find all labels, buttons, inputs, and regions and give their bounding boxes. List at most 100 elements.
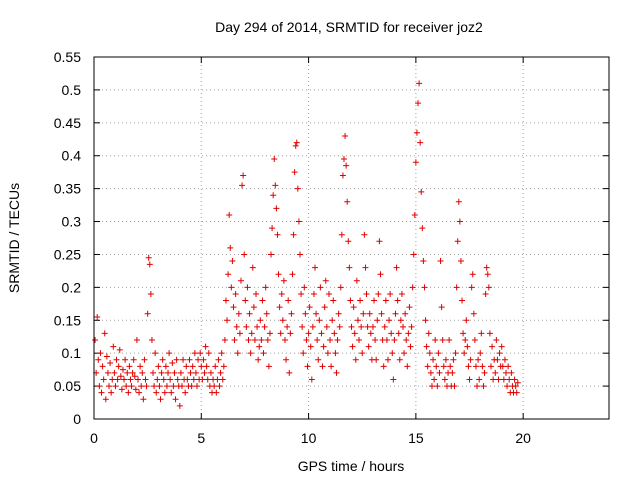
data-point [349,343,356,350]
data-point [167,376,174,383]
data-point [321,304,328,311]
data-point [303,337,310,344]
data-point [398,290,405,297]
data-point [229,258,236,265]
data-point [171,369,178,376]
data-point [160,376,167,383]
data-point [382,297,389,304]
data-point [492,369,499,376]
data-point [172,396,179,403]
data-point [178,383,185,390]
data-point [347,297,354,304]
data-point [467,356,474,363]
data-point [512,383,519,390]
data-point [359,350,366,357]
data-point [423,343,430,350]
data-point [127,376,134,383]
data-point [202,343,209,350]
data-point [249,264,256,271]
data-point [369,323,376,330]
data-point [405,330,412,337]
data-point [354,317,361,324]
data-point [351,330,358,337]
data-point [254,323,261,330]
x-axis-label: GPS time / hours [298,458,405,474]
data-point [461,350,468,357]
data-point [483,264,490,271]
data-point [236,330,243,337]
data-point [190,376,197,383]
data-point [353,277,360,284]
data-point [197,350,204,357]
data-point [226,211,233,218]
data-point [271,156,278,163]
data-point [152,350,159,357]
data-point [452,350,459,357]
data-point [407,343,414,350]
data-point [346,264,353,271]
data-point [318,330,325,337]
y-tick-label: 0.25 [54,246,81,262]
data-point [327,337,334,344]
data-point [479,363,486,370]
data-point [116,346,123,353]
data-point [408,323,415,330]
data-point [372,337,379,344]
data-point [131,373,138,380]
data-point [362,264,369,271]
data-point [107,360,114,367]
data-point [454,238,461,245]
y-tick-label: 0.55 [54,49,81,65]
data-point [504,383,511,390]
data-point [166,350,173,357]
data-point [413,129,420,136]
data-point [123,383,130,390]
data-point [248,330,255,337]
data-point [200,356,207,363]
data-point [188,383,195,390]
data-point [315,356,322,363]
data-point [169,360,176,367]
y-tick-label: 0.3 [62,214,82,230]
data-point [246,310,253,317]
data-point [500,376,507,383]
data-point [221,337,228,344]
data-point [455,198,462,205]
data-point [463,317,470,324]
data-point [109,376,116,383]
data-point [358,323,365,330]
data-point [194,383,200,390]
data-point [241,251,248,258]
data-point [184,376,191,383]
data-point [505,363,512,370]
data-point [402,310,409,317]
data-point [453,284,460,291]
data-point [424,363,431,370]
data-point [95,356,102,363]
data-point [237,277,244,284]
data-point [108,389,115,396]
data-point [230,304,237,311]
data-point [316,317,323,324]
data-point [417,139,424,146]
x-tick-label: 5 [197,430,205,446]
y-tick-label: 0 [73,411,81,427]
data-points [92,80,521,409]
data-point [450,356,457,363]
data-point [244,284,251,291]
data-point [331,330,338,337]
data-point [228,284,235,291]
data-point [151,383,158,390]
data-point [291,169,298,176]
data-point [374,317,381,324]
data-point [419,225,426,232]
data-point [503,369,509,376]
data-point [425,330,432,337]
data-point [92,337,99,344]
data-point [389,350,396,357]
data-point [490,376,497,383]
data-point [148,337,155,344]
data-point [436,369,443,376]
data-point [440,363,447,370]
